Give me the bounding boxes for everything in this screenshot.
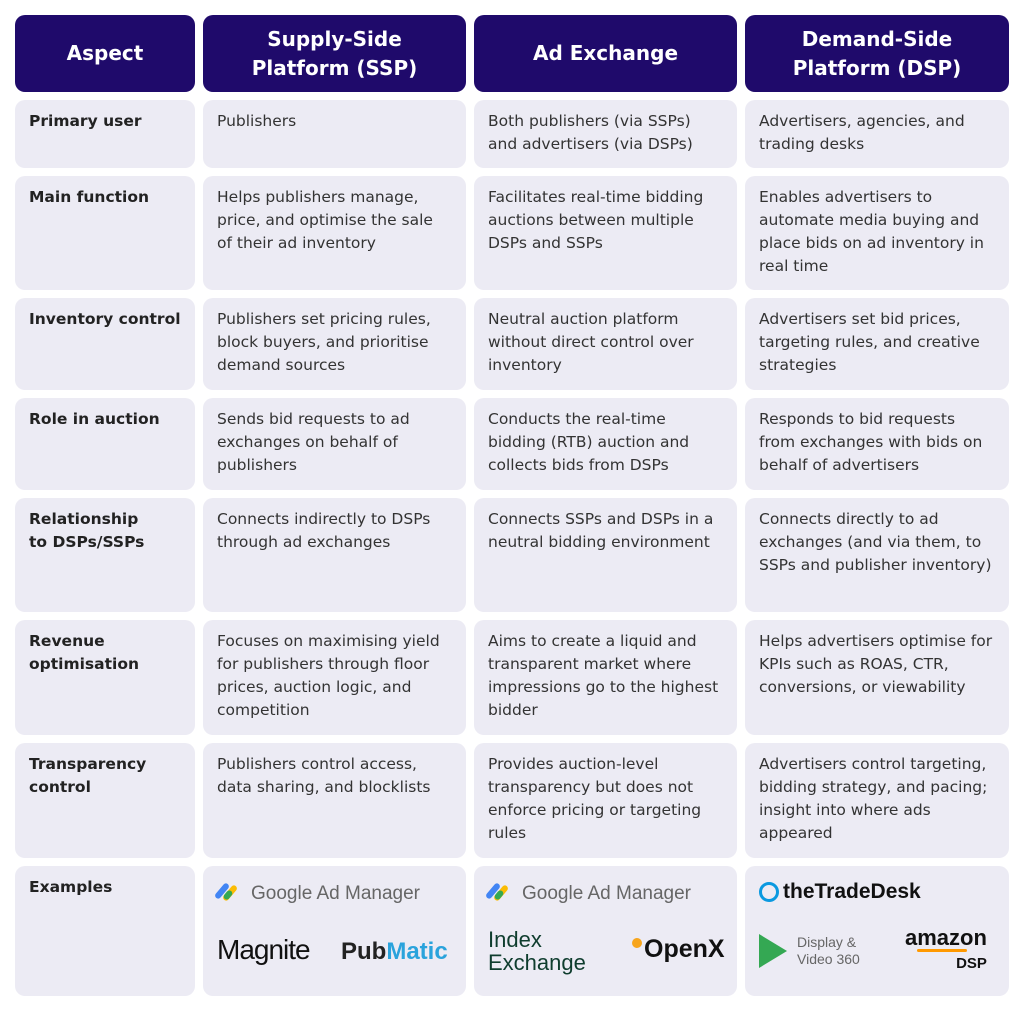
play-icon — [759, 934, 787, 968]
row-aspect-label: Primary user — [15, 100, 195, 168]
cell-ssp: Connects indirectly to DSPs through ad e… — [203, 498, 466, 612]
comparison-table: Aspect Supply-Side Platform (SSP) Ad Excha… — [15, 15, 1009, 996]
google-ad-manager-logo: Google Ad Manager — [213, 880, 420, 906]
examples-dsp: theTradeDesk Display & Video 360 amazon DSP — [745, 866, 1009, 996]
cell-dsp: Helps advertisers optimise for KPIs such… — [745, 620, 1009, 735]
cell-ad-exchange: Provides auction-level transparency but … — [474, 743, 737, 858]
amazon-dsp-logo: amazon DSP — [905, 925, 987, 972]
examples-ad-exchange: Google Ad Manager Index Exchange OpenX — [474, 866, 737, 996]
header-dsp: Demand-Side Platform (DSP) — [745, 15, 1009, 92]
cell-dsp: Advertisers control targeting, bidding s… — [745, 743, 1009, 858]
cell-ad-exchange: Facilitates real-time bidding auctions b… — [474, 176, 737, 290]
row-aspect-label: Transparency control — [15, 743, 195, 858]
openx-logo: OpenX — [632, 937, 725, 962]
header-aspect: Aspect — [15, 15, 195, 92]
index-exchange-logo: Index Exchange — [488, 927, 586, 975]
examples-ssp: Google Ad Manager Magnite PubMatic — [203, 866, 466, 996]
row-aspect-label: Main function — [15, 176, 195, 290]
row-aspect-label: Examples — [15, 866, 195, 996]
magnite-logo: Magnite — [217, 934, 311, 965]
header-ad-exchange: Ad Exchange — [474, 15, 737, 92]
cell-ssp: Sends bid requests to ad exchanges on be… — [203, 398, 466, 490]
cell-ssp: Publishers — [203, 100, 466, 168]
cell-ad-exchange: Neutral auction platform without direct … — [474, 298, 737, 390]
row-aspect-label: Inventory control — [15, 298, 195, 390]
cell-dsp: Enables advertisers to automate media bu… — [745, 176, 1009, 290]
cell-ad-exchange: Both publishers (via SSPs) and advertise… — [474, 100, 737, 168]
google-ad-manager-icon — [484, 880, 514, 906]
the-trade-desk-logo: theTradeDesk — [759, 880, 921, 903]
row-aspect-label: Role in auction — [15, 398, 195, 490]
cell-dsp: Responds to bid requests from exchanges … — [745, 398, 1009, 490]
cell-dsp: Connects directly to ad exchanges (and v… — [745, 498, 1009, 612]
cell-ad-exchange: Conducts the real-time bidding (RTB) auc… — [474, 398, 737, 490]
cell-ad-exchange: Aims to create a liquid and transparent … — [474, 620, 737, 735]
cell-ssp: Helps publishers manage, price, and opti… — [203, 176, 466, 290]
pubmatic-logo: PubMatic — [341, 938, 448, 965]
cell-ssp: Publishers set pricing rules, block buye… — [203, 298, 466, 390]
cell-ssp: Focuses on maximising yield for publishe… — [203, 620, 466, 735]
cell-dsp: Advertisers set bid prices, targeting ru… — [745, 298, 1009, 390]
row-aspect-label: Revenue optimisation — [15, 620, 195, 735]
cell-ssp: Publishers control access, data sharing,… — [203, 743, 466, 858]
cell-dsp: Advertisers, agencies, and trading desks — [745, 100, 1009, 168]
cell-ad-exchange: Connects SSPs and DSPs in a neutral bidd… — [474, 498, 737, 612]
google-ad-manager-logo: Google Ad Manager — [484, 880, 691, 906]
google-ad-manager-icon — [213, 880, 243, 906]
power-icon — [759, 881, 779, 902]
header-ssp: Supply-Side Platform (SSP) — [203, 15, 466, 92]
row-aspect-label: Relationship to DSPs/SSPs — [15, 498, 195, 612]
display-video-360-logo: Display & Video 360 — [759, 934, 860, 968]
